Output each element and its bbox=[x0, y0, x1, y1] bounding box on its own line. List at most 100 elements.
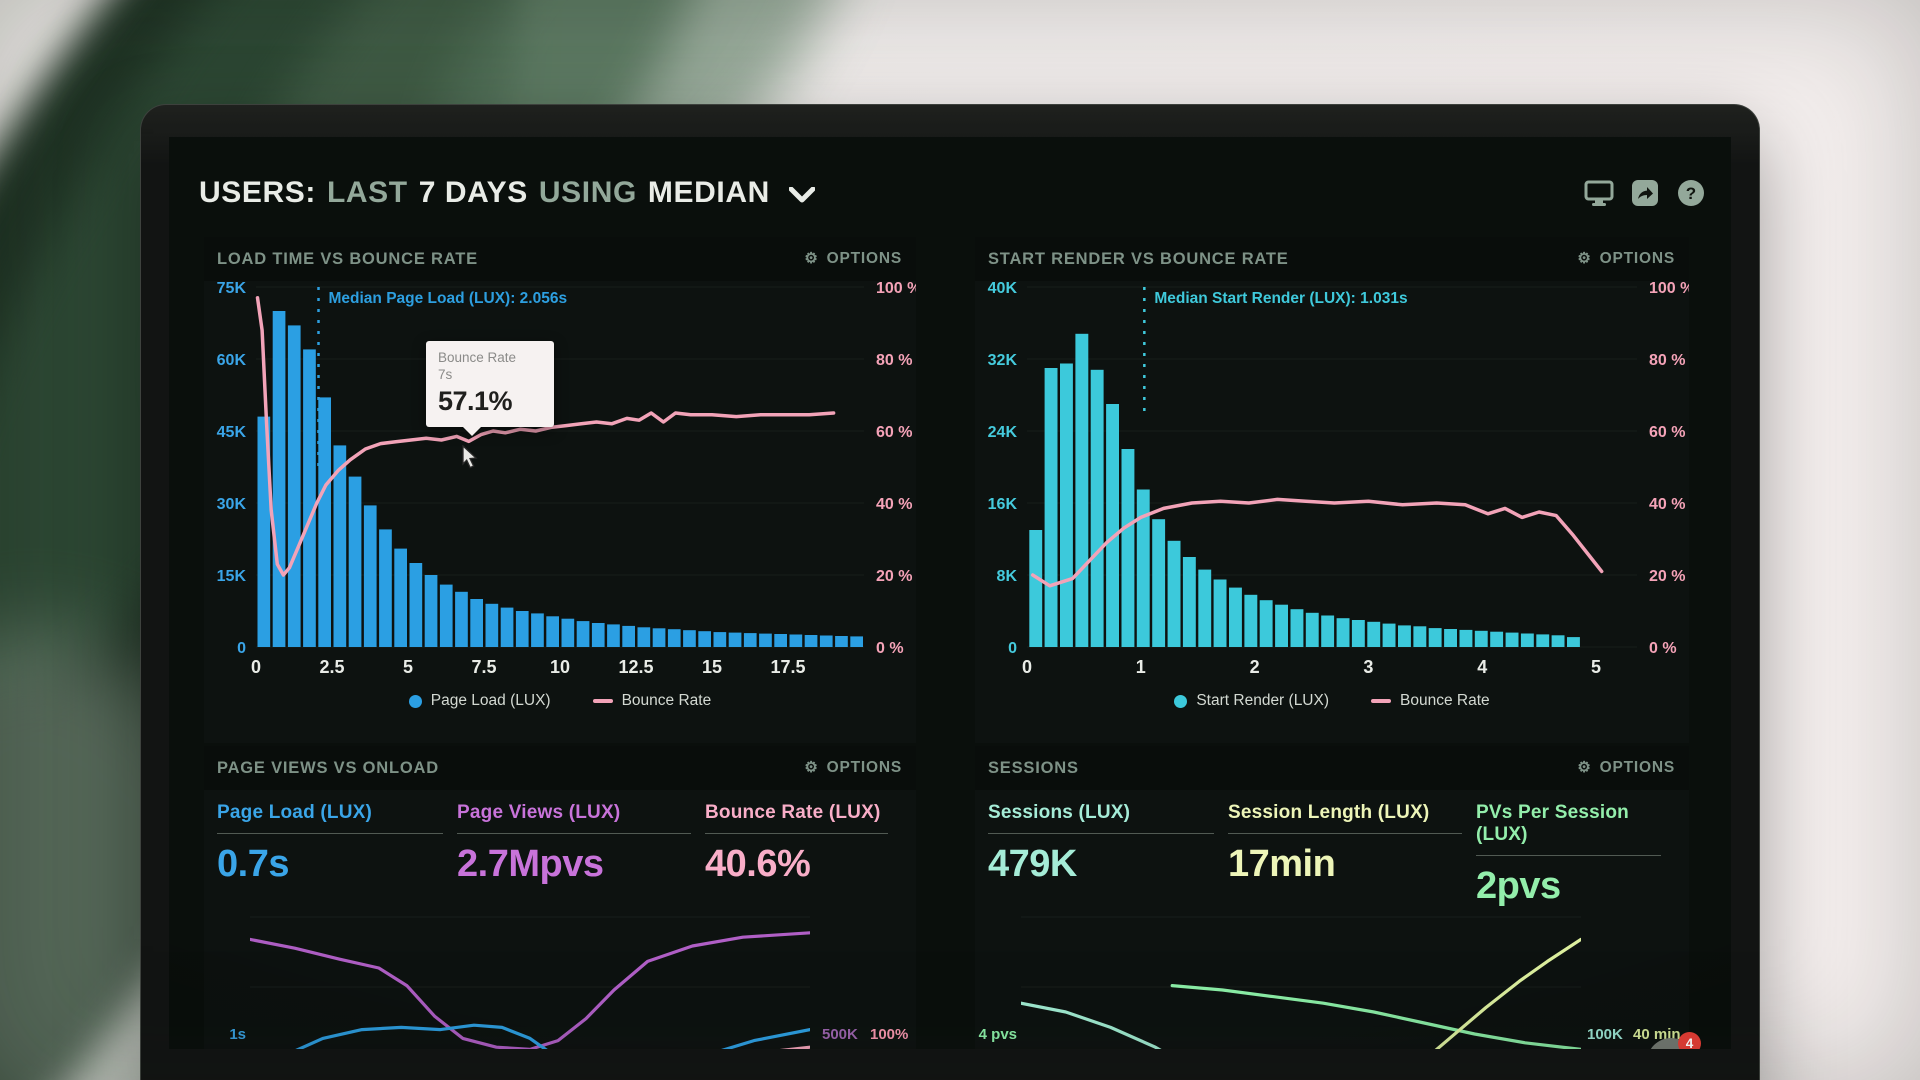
histogram-bar[interactable] bbox=[439, 584, 453, 647]
histogram-bar[interactable] bbox=[743, 633, 757, 647]
histogram-bar[interactable] bbox=[850, 636, 863, 647]
histogram-bar[interactable] bbox=[1136, 489, 1150, 648]
histogram-bar[interactable] bbox=[1474, 630, 1488, 647]
panel-load-time-vs-bounce-rate: LOAD TIME VS BOUNCE RATE ⚙ OPTIONS 75K 100… bbox=[204, 237, 922, 743]
legend-item: Bounce Rate bbox=[592, 692, 711, 710]
histogram-bar[interactable] bbox=[835, 636, 848, 647]
histogram-bar[interactable] bbox=[1090, 369, 1104, 647]
histogram-bar[interactable] bbox=[348, 476, 362, 647]
histogram-bar[interactable] bbox=[1321, 615, 1335, 648]
histogram-bar[interactable] bbox=[1567, 637, 1580, 647]
histogram-bar[interactable] bbox=[485, 603, 499, 647]
histogram-bar[interactable] bbox=[622, 625, 635, 647]
histogram-bar[interactable] bbox=[1413, 626, 1427, 647]
histogram-bar[interactable] bbox=[591, 623, 605, 647]
histogram-bar[interactable] bbox=[1459, 629, 1473, 647]
histogram-bar[interactable] bbox=[1428, 628, 1442, 647]
histogram-bar[interactable] bbox=[424, 575, 438, 647]
histogram-bar[interactable] bbox=[1244, 594, 1258, 647]
histogram-bar[interactable] bbox=[1060, 363, 1073, 648]
histogram-bar[interactable] bbox=[287, 325, 301, 647]
load-time-chart[interactable]: 75K 100 % 60K 80 % 45K 60 % 30K 40 % 15K 20 % 0 0 %… bbox=[204, 280, 922, 688]
histogram-bar[interactable] bbox=[1382, 623, 1396, 647]
histogram-bar[interactable] bbox=[789, 634, 803, 648]
histogram-bar[interactable] bbox=[1520, 633, 1534, 648]
page-views-onload-chart[interactable]: 1s 0.8s 0.6s 500K 400K 300K 100% 80% 60% bbox=[204, 902, 916, 1049]
histogram-bar[interactable] bbox=[1106, 404, 1119, 647]
histogram-bar[interactable] bbox=[1490, 631, 1504, 647]
metric-value: 17min bbox=[1228, 843, 1336, 885]
histogram-bar[interactable] bbox=[257, 416, 271, 647]
histogram-bar[interactable] bbox=[1182, 557, 1196, 647]
histogram-bar[interactable] bbox=[1367, 621, 1381, 647]
histogram-bar[interactable] bbox=[1398, 625, 1411, 647]
histogram-bar[interactable] bbox=[1536, 634, 1550, 647]
histogram-bar[interactable] bbox=[1551, 635, 1565, 647]
histogram-bar[interactable] bbox=[1305, 612, 1319, 647]
histogram-bar[interactable] bbox=[683, 630, 696, 647]
histogram-bar[interactable] bbox=[819, 635, 833, 648]
histogram-bar[interactable] bbox=[470, 599, 483, 647]
histogram-bar[interactable] bbox=[1290, 609, 1304, 647]
y-axis-label-left: 40K bbox=[988, 281, 1018, 297]
histogram-bar[interactable] bbox=[409, 563, 423, 647]
histogram-bar[interactable] bbox=[546, 616, 559, 647]
histogram-bar[interactable] bbox=[1198, 569, 1212, 647]
histogram-bar[interactable] bbox=[455, 591, 468, 647]
histogram-bar[interactable] bbox=[698, 631, 711, 647]
histogram-bar[interactable] bbox=[318, 397, 331, 647]
histogram-bar[interactable] bbox=[1167, 540, 1181, 647]
histogram-bar[interactable] bbox=[759, 633, 772, 647]
histogram-bar[interactable] bbox=[1351, 620, 1365, 647]
histogram-bar[interactable] bbox=[1152, 519, 1166, 647]
histogram-bar[interactable] bbox=[1336, 618, 1350, 647]
histogram-bar[interactable] bbox=[667, 629, 681, 647]
histogram-bar[interactable] bbox=[804, 635, 818, 647]
histogram-bar[interactable] bbox=[531, 613, 544, 647]
start-render-chart[interactable]: 40K 100 % 32K 80 % 24K 60 % 16K 40 % 8K 20 % 0 0 % M… bbox=[975, 280, 1695, 688]
histogram-bar[interactable] bbox=[303, 349, 316, 647]
sessions-chart[interactable]: 4 pvs 3.2 pvs 2.4 pvs 100K 80K 60K 40 mi… bbox=[975, 902, 1689, 1049]
histogram-bar[interactable] bbox=[1213, 579, 1227, 648]
histogram-bar[interactable] bbox=[500, 607, 514, 647]
histogram-bar[interactable] bbox=[607, 624, 620, 647]
histogram-bar[interactable] bbox=[333, 445, 347, 647]
histogram-bar[interactable] bbox=[1444, 629, 1457, 647]
histogram-bar[interactable] bbox=[774, 634, 787, 647]
users-filter-dropdown[interactable]: USERS: LAST 7 DAYS USING MEDIAN bbox=[199, 176, 815, 210]
chat-bubble-button[interactable]: 4 bbox=[1647, 1032, 1701, 1049]
display-icon[interactable] bbox=[1583, 178, 1615, 208]
histogram-bar[interactable] bbox=[561, 618, 575, 647]
metric-value: 0.7s bbox=[217, 843, 289, 885]
histogram-bar[interactable] bbox=[1029, 530, 1043, 647]
histogram-bar[interactable] bbox=[1075, 333, 1089, 647]
y-axis-label-left: 0 bbox=[237, 640, 246, 657]
y-axis-label-left: 30K bbox=[217, 496, 247, 513]
options-button[interactable]: ⚙ OPTIONS bbox=[804, 249, 902, 267]
options-button[interactable]: ⚙ OPTIONS bbox=[804, 758, 902, 776]
histogram-bar[interactable] bbox=[713, 632, 727, 647]
histogram-bar[interactable] bbox=[1505, 632, 1519, 647]
histogram-bar[interactable] bbox=[652, 628, 666, 647]
share-icon[interactable] bbox=[1629, 178, 1661, 208]
histogram-bar[interactable] bbox=[576, 621, 590, 647]
histogram-bar[interactable] bbox=[379, 529, 392, 647]
y-axis-label-right: 40 % bbox=[1649, 496, 1685, 513]
options-button[interactable]: ⚙ OPTIONS bbox=[1577, 758, 1675, 776]
histogram-bar[interactable] bbox=[515, 611, 529, 647]
histogram-bar[interactable] bbox=[1044, 368, 1058, 647]
histogram-bar[interactable] bbox=[1229, 587, 1242, 647]
options-button[interactable]: ⚙ OPTIONS bbox=[1577, 249, 1675, 267]
histogram-bar[interactable] bbox=[363, 505, 377, 647]
histogram-bar[interactable] bbox=[394, 548, 407, 647]
help-icon[interactable]: ? bbox=[1675, 178, 1707, 208]
histogram-bar[interactable] bbox=[637, 627, 651, 647]
metric-divider bbox=[457, 833, 691, 834]
histogram-bar[interactable] bbox=[1275, 604, 1288, 647]
legend-item: Bounce Rate bbox=[1371, 692, 1490, 710]
histogram-bar[interactable] bbox=[1121, 449, 1135, 647]
histogram-bar[interactable] bbox=[728, 632, 742, 647]
histogram-bar[interactable] bbox=[272, 311, 286, 647]
histogram-bar[interactable] bbox=[1259, 600, 1273, 647]
title-users: USERS: bbox=[199, 176, 316, 209]
